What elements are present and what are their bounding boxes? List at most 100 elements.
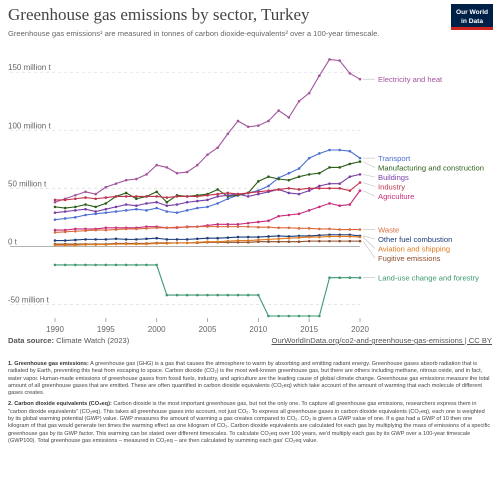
legend-label: Waste — [378, 226, 399, 235]
data-point — [328, 239, 331, 243]
data-point — [94, 197, 97, 201]
data-point — [53, 243, 57, 247]
data-point — [104, 185, 108, 189]
data-point — [114, 228, 118, 231]
data-point — [358, 228, 362, 231]
data-point — [135, 263, 138, 267]
data-point — [287, 314, 291, 318]
data-point — [196, 293, 199, 297]
legend-label: Buildings — [378, 173, 409, 182]
data-point — [297, 175, 301, 178]
data-point — [297, 99, 301, 103]
y-tick-label: -50 million t — [8, 295, 50, 304]
data-point — [216, 195, 219, 198]
owid-logo[interactable]: Our World in Data — [451, 4, 493, 30]
data-point — [185, 238, 189, 241]
data-point — [297, 212, 301, 216]
data-point — [84, 263, 87, 267]
data-point — [348, 276, 352, 279]
data-point — [53, 231, 57, 234]
source-link[interactable]: OurWorldInData.org/co2-and-greenhouse-ga… — [271, 336, 492, 345]
x-tick-label: 2000 — [148, 325, 166, 334]
data-point — [348, 235, 352, 238]
data-point — [206, 225, 209, 228]
data-point — [358, 156, 362, 160]
data-point — [206, 198, 209, 202]
data-point — [307, 235, 311, 239]
data-point — [74, 205, 77, 209]
data-point — [145, 202, 148, 205]
data-point — [307, 173, 311, 176]
data-point — [94, 228, 97, 232]
legend-connector — [362, 235, 376, 240]
data-point — [175, 195, 179, 198]
data-point — [236, 225, 240, 228]
data-point — [63, 217, 67, 220]
data-point — [277, 226, 280, 230]
data-point — [63, 239, 67, 242]
data-point — [155, 263, 158, 267]
data-point — [318, 314, 321, 318]
data-point — [246, 191, 250, 195]
data-point — [165, 204, 169, 208]
data-point — [287, 178, 291, 182]
data-point — [155, 226, 158, 230]
data-point — [53, 211, 57, 214]
data-point — [287, 191, 291, 195]
data-point — [236, 239, 240, 242]
data-point — [185, 195, 189, 198]
data-point — [277, 240, 280, 244]
data-point — [206, 193, 209, 197]
data-point — [318, 171, 321, 175]
data-point — [135, 227, 138, 231]
data-point — [145, 195, 148, 198]
data-point — [226, 197, 230, 201]
data-point — [196, 163, 199, 167]
data-point — [338, 204, 341, 208]
data-point — [328, 166, 331, 169]
data-point — [145, 237, 148, 241]
data-point — [53, 263, 57, 267]
data-point — [318, 74, 321, 77]
data-point — [246, 221, 250, 225]
data-point — [318, 205, 321, 209]
data-point — [226, 225, 230, 228]
data-point — [175, 241, 179, 245]
data-point — [175, 211, 179, 214]
data-point — [104, 263, 108, 267]
data-point — [84, 190, 87, 194]
legend-label: Land-use change and forestry — [378, 274, 479, 283]
data-point — [297, 236, 301, 239]
data-point — [257, 293, 260, 297]
data-point — [165, 242, 169, 245]
data-point — [277, 237, 280, 241]
data-point — [63, 198, 67, 202]
data-point — [135, 207, 138, 211]
data-point — [165, 293, 169, 297]
data-point — [328, 235, 331, 238]
data-point — [277, 314, 280, 318]
data-point — [124, 209, 128, 212]
data-point — [226, 222, 230, 226]
data-point — [287, 236, 291, 240]
footnote-2: 2. Carbon dioxide equivalents (CO₂eq): C… — [8, 401, 492, 445]
data-point — [124, 242, 128, 246]
data-point — [267, 238, 270, 241]
data-point — [84, 207, 87, 211]
data-point — [358, 276, 362, 279]
data-point — [216, 225, 219, 228]
legend-label: Electricity and heat — [378, 75, 443, 84]
data-point — [257, 124, 260, 127]
data-point — [114, 205, 118, 209]
y-tick-label: 50 million t — [8, 179, 47, 188]
data-point — [196, 225, 199, 228]
data-point — [74, 209, 77, 212]
data-point — [267, 240, 270, 244]
data-point — [124, 178, 128, 182]
data-point — [358, 189, 362, 192]
data-point — [277, 214, 280, 218]
data-point — [236, 293, 240, 297]
data-point — [114, 263, 118, 267]
data-point — [135, 177, 138, 181]
data-point — [104, 196, 108, 199]
